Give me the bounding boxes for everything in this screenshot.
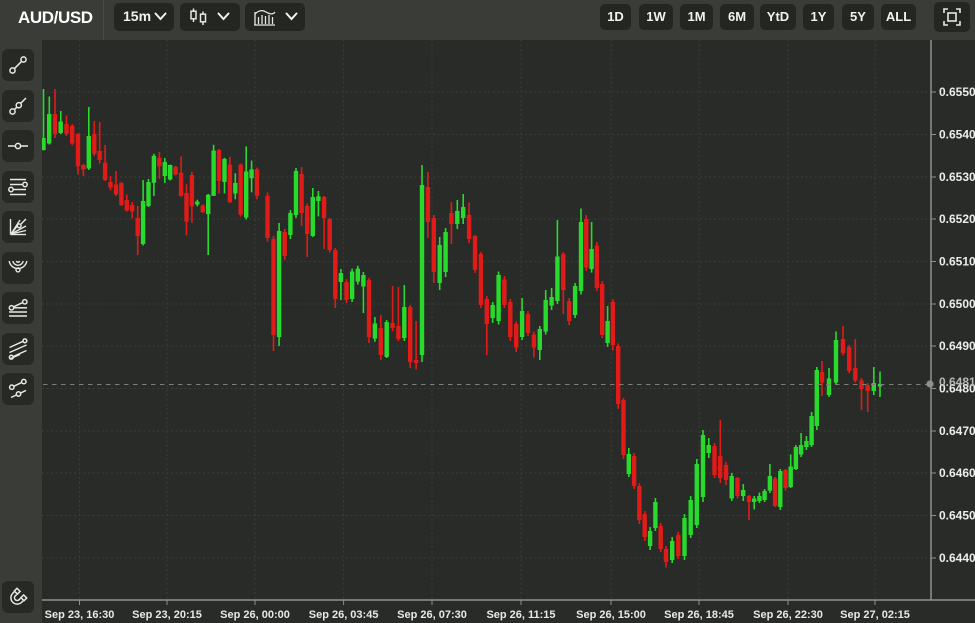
svg-text:0.6530: 0.6530	[939, 170, 975, 184]
svg-text:Sep 23, 20:15: Sep 23, 20:15	[132, 609, 202, 621]
svg-text:Sep 26, 15:00: Sep 26, 15:00	[576, 609, 646, 621]
svg-text:0.6450: 0.6450	[939, 509, 975, 523]
svg-text:0.6481: 0.6481	[939, 375, 975, 389]
svg-text:Sep 26, 00:00: Sep 26, 00:00	[220, 609, 290, 621]
svg-text:Sep 27, 02:15: Sep 27, 02:15	[840, 609, 910, 621]
svg-text:Sep 23, 16:30: Sep 23, 16:30	[45, 609, 115, 621]
svg-text:0.6500: 0.6500	[939, 297, 975, 311]
svg-text:0.6510: 0.6510	[939, 255, 975, 269]
svg-text:Sep 26, 07:30: Sep 26, 07:30	[397, 609, 467, 621]
svg-text:0.6540: 0.6540	[939, 128, 975, 142]
svg-text:Sep 26, 03:45: Sep 26, 03:45	[309, 609, 379, 621]
svg-text:0.6490: 0.6490	[939, 339, 975, 353]
svg-text:0.6480: 0.6480	[939, 382, 975, 396]
svg-text:0.6470: 0.6470	[939, 424, 975, 438]
svg-text:Sep 26, 18:45: Sep 26, 18:45	[664, 609, 734, 621]
svg-text:0.6460: 0.6460	[939, 466, 975, 480]
svg-text:0.6440: 0.6440	[939, 551, 975, 565]
svg-text:Sep 26, 11:15: Sep 26, 11:15	[486, 609, 555, 621]
svg-text:0.6550: 0.6550	[939, 85, 975, 99]
svg-text:0.6520: 0.6520	[939, 212, 975, 226]
svg-text:Sep 26, 22:30: Sep 26, 22:30	[753, 609, 823, 621]
